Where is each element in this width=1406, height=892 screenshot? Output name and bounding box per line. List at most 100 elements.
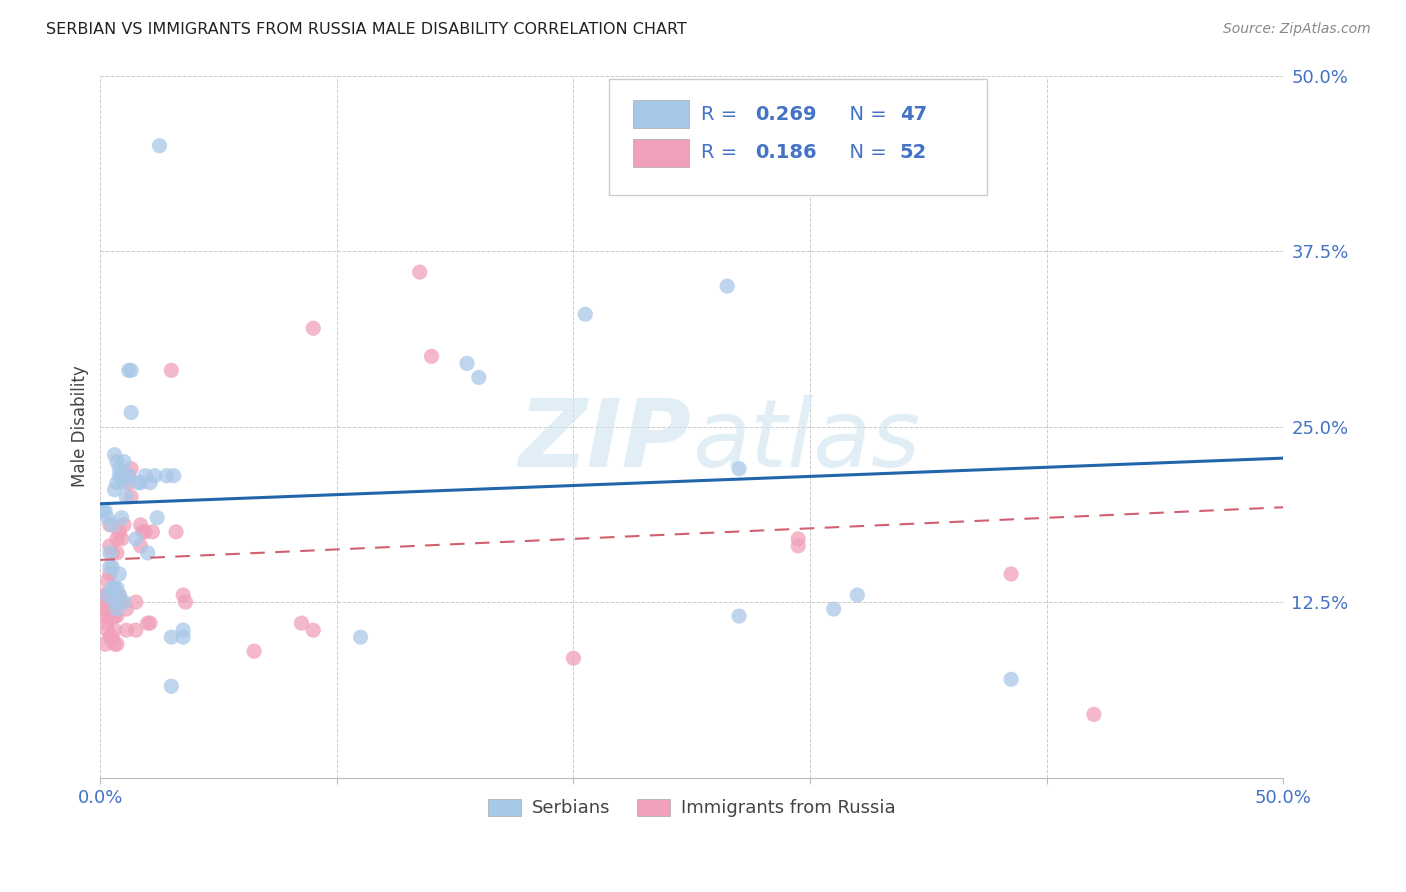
Point [101,517,124,532]
Point [728,609,751,624]
Text: R =: R = [702,104,744,124]
Point [108,595,131,609]
Point [96,588,118,602]
Point [112,475,135,490]
Point [112,455,135,469]
Point [111,468,134,483]
Point [1000,673,1022,687]
Point [134,468,156,483]
Point [148,138,170,153]
Text: N =: N = [837,104,893,124]
Text: 52: 52 [900,144,927,162]
Point [96,616,118,631]
Point [103,448,125,462]
Text: 0.186: 0.186 [755,144,817,162]
Point [105,475,128,490]
Point [118,363,141,377]
Text: SERBIAN VS IMMIGRANTS FROM RUSSIA MALE DISABILITY CORRELATION CHART: SERBIAN VS IMMIGRANTS FROM RUSSIA MALE D… [46,22,688,37]
Point [155,468,177,483]
Point [125,532,148,546]
Point [111,510,134,524]
Point [172,630,194,644]
Point [111,595,134,609]
Point [98,566,121,581]
Text: ZIP: ZIP [519,394,692,486]
Point [98,560,121,574]
Point [112,517,135,532]
Point [129,539,152,553]
Point [91,595,114,609]
Point [101,595,124,609]
Point [139,616,162,631]
Point [111,532,134,546]
Point [98,517,121,532]
Point [132,524,155,539]
Point [118,468,141,483]
Point [105,637,128,651]
Point [118,475,141,490]
Point [172,588,194,602]
Point [136,616,159,631]
Point [94,504,117,518]
Point [98,539,121,553]
Point [823,602,845,616]
FancyBboxPatch shape [633,138,689,167]
Point [349,630,371,644]
Point [101,581,124,595]
Point [105,609,128,624]
Point [103,581,125,595]
Point [94,609,117,624]
Point [98,630,121,644]
Point [103,483,125,497]
Point [108,524,131,539]
Point [1000,566,1022,581]
Point [787,532,810,546]
Point [160,630,183,644]
Point [134,524,156,539]
Point [96,623,118,637]
Point [120,461,142,475]
Point [96,510,118,524]
Point [115,602,138,616]
Point [562,651,585,665]
Point [105,602,128,616]
Point [120,405,142,419]
Point [101,560,124,574]
Point [105,532,128,546]
Point [468,370,491,384]
Point [112,595,135,609]
Point [129,475,152,490]
Text: N =: N = [837,144,893,162]
Point [94,602,117,616]
Point [115,468,138,483]
Point [243,644,266,658]
Point [302,321,325,335]
Point [716,279,738,293]
Point [108,588,131,602]
Point [98,595,121,609]
Text: Source: ZipAtlas.com: Source: ZipAtlas.com [1223,22,1371,37]
Point [141,524,163,539]
Y-axis label: Male Disability: Male Disability [72,366,89,487]
Point [136,546,159,560]
Point [787,539,810,553]
Point [409,265,432,279]
Legend: Serbians, Immigrants from Russia: Serbians, Immigrants from Russia [481,791,903,825]
Point [125,623,148,637]
Point [96,574,118,588]
Point [101,609,124,624]
Point [129,517,152,532]
Text: atlas: atlas [692,395,920,486]
Point [163,468,186,483]
Point [96,588,118,602]
Point [143,468,166,483]
Point [108,566,131,581]
Point [120,490,142,504]
Point [103,595,125,609]
Point [108,588,131,602]
Point [420,349,443,363]
Point [103,588,125,602]
Point [174,595,197,609]
Text: R =: R = [702,144,744,162]
Point [302,623,325,637]
